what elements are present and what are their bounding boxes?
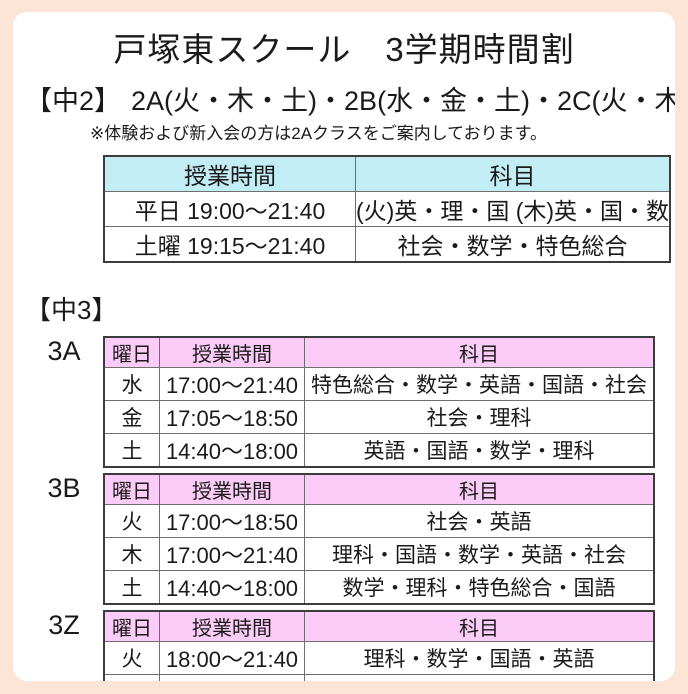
subject-cell: 特色総合・数学・英語・国語・社会 bbox=[304, 367, 655, 401]
timetable-sheet: 戸塚東スクール 3学期時間割 【中2】 2A(火・木・土)・2B(水・金・土)・2… bbox=[13, 12, 675, 681]
time-cell: 18:00～21:40 bbox=[159, 641, 305, 675]
chu3-section: 【中3】 3A 曜日 授業時間 科目 水 17:00～21:40 特色総合・数学… bbox=[13, 290, 675, 681]
header-time: 授業時間 bbox=[159, 610, 305, 642]
chu2-table: 授業時間 科目 平日 19:00～21:40 (火)英・理・国 (木)英・国・数… bbox=[103, 155, 672, 263]
time-cell: 14:40～18:00 bbox=[159, 570, 305, 605]
chu3-label: 【中3】 bbox=[25, 295, 118, 325]
header-day: 曜日 bbox=[103, 473, 160, 505]
subject-cell: 社会・英語 bbox=[304, 504, 655, 538]
day-cell: 火 bbox=[103, 641, 160, 675]
table-row: 水 17:00～21:40 特色総合・数学・英語・国語・社会 bbox=[103, 367, 655, 401]
time-cell: 17:00～21:40 bbox=[159, 537, 305, 571]
table-row: 火 17:00～18:50 社会・英語 bbox=[103, 504, 655, 538]
time-cell: 17:00～21:40 bbox=[159, 367, 305, 401]
chu2-note: ※体験および新入会の方は2Aクラスをご案内しております。 bbox=[90, 124, 547, 143]
group-3z: 3Z 曜日 授業時間 科目 火 18:00～21:40 理科・数学・国語・英語 bbox=[25, 610, 675, 681]
table-row: 金 18:00～21:40 数学・英語・国語・社会 bbox=[103, 674, 655, 681]
subject-cell: 社会・数学・特色総合 bbox=[355, 226, 671, 263]
subject-cell: 数学・理科・特色総合・国語 bbox=[304, 570, 655, 605]
day-cell: 火 bbox=[103, 504, 160, 538]
time-cell: 土曜 19:15～21:40 bbox=[103, 226, 356, 263]
day-cell: 水 bbox=[103, 367, 160, 401]
day-cell: 金 bbox=[103, 674, 160, 681]
header-row: 曜日 授業時間 科目 bbox=[103, 336, 655, 368]
table-row: 火 18:00～21:40 理科・数学・国語・英語 bbox=[103, 641, 655, 675]
subject-cell: (火)英・理・国 (木)英・国・数 bbox=[355, 191, 671, 227]
day-cell: 金 bbox=[103, 400, 160, 434]
header-day: 曜日 bbox=[103, 610, 160, 642]
day-cell: 木 bbox=[103, 537, 160, 571]
table-row: 木 17:00～21:40 理科・国語・数学・英語・社会 bbox=[103, 537, 655, 571]
day-cell: 土 bbox=[103, 433, 160, 468]
group-3a: 3A 曜日 授業時間 科目 水 17:00～21:40 特色総合・数学・英語・国… bbox=[25, 336, 675, 468]
header-row: 曜日 授業時間 科目 bbox=[103, 610, 655, 642]
day-cell: 土 bbox=[103, 570, 160, 605]
subject-cell: 社会・理科 bbox=[304, 400, 655, 434]
chu2-section: 【中2】 2A(火・木・土)・2B(水・金・土)・2C(火・木・土) ※体験および… bbox=[13, 79, 675, 263]
time-cell: 17:05～18:50 bbox=[159, 400, 305, 434]
header-row: 曜日 授業時間 科目 bbox=[103, 473, 655, 505]
group-label-3a: 3A bbox=[47, 336, 81, 366]
chu2-header-subject: 科目 bbox=[355, 155, 671, 192]
table-row: 金 17:05～18:50 社会・理科 bbox=[103, 400, 655, 434]
chu2-label: 【中2】 bbox=[25, 86, 122, 116]
header-subject: 科目 bbox=[304, 336, 655, 368]
header-time: 授業時間 bbox=[159, 336, 305, 368]
time-cell: 14:40～18:00 bbox=[159, 433, 305, 468]
subject-cell: 英語・国語・数学・理科 bbox=[304, 433, 655, 468]
time-cell: 17:00～18:50 bbox=[159, 504, 305, 538]
header-time: 授業時間 bbox=[159, 473, 305, 505]
table-3a: 曜日 授業時間 科目 水 17:00～21:40 特色総合・数学・英語・国語・社… bbox=[103, 336, 655, 468]
subject-cell: 理科・数学・国語・英語 bbox=[304, 641, 655, 675]
chu2-heading: 【中2】 2A(火・木・土)・2B(水・金・土)・2C(火・木・土) bbox=[25, 79, 675, 118]
time-cell: 平日 19:00～21:40 bbox=[103, 191, 356, 227]
group-label-3b: 3B bbox=[47, 473, 81, 503]
chu2-header-row: 授業時間 科目 bbox=[103, 155, 671, 192]
table-row: 平日 19:00～21:40 (火)英・理・国 (木)英・国・数 bbox=[103, 191, 671, 227]
table-row: 土 14:40～18:00 英語・国語・数学・理科 bbox=[103, 433, 655, 468]
table-row: 土 14:40～18:00 数学・理科・特色総合・国語 bbox=[103, 570, 655, 605]
time-cell: 18:00～21:40 bbox=[159, 674, 305, 681]
page-title: 戸塚東スクール 3学期時間割 bbox=[113, 31, 575, 68]
header-subject: 科目 bbox=[304, 610, 655, 642]
subject-cell: 数学・英語・国語・社会 bbox=[304, 674, 655, 681]
subject-cell: 理科・国語・数学・英語・社会 bbox=[304, 537, 655, 571]
table-3b: 曜日 授業時間 科目 火 17:00～18:50 社会・英語 木 17:00～2… bbox=[103, 473, 655, 605]
header-subject: 科目 bbox=[304, 473, 655, 505]
chu2-header-time: 授業時間 bbox=[103, 155, 356, 192]
table-3z: 曜日 授業時間 科目 火 18:00～21:40 理科・数学・国語・英語 金 1… bbox=[103, 610, 655, 681]
group-3b: 3B 曜日 授業時間 科目 火 17:00～18:50 社会・英語 bbox=[25, 473, 675, 605]
table-row: 土曜 19:15～21:40 社会・数学・特色総合 bbox=[103, 226, 671, 263]
header-day: 曜日 bbox=[103, 336, 160, 368]
chu2-classes: 2A(火・木・土)・2B(水・金・土)・2C(火・木・土) bbox=[131, 86, 675, 116]
group-label-3z: 3Z bbox=[48, 610, 80, 640]
